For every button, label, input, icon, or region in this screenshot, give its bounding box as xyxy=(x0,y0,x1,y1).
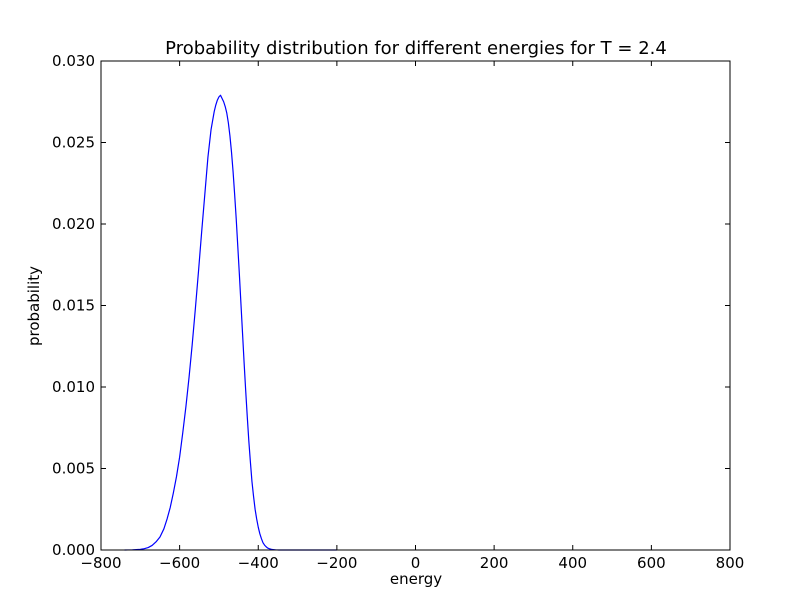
y-tick-label: 0.010 xyxy=(52,378,95,396)
x-tick-label: 0 xyxy=(411,554,421,572)
y-tick-label: 0.000 xyxy=(52,541,95,559)
y-tick-label: 0.030 xyxy=(52,52,95,70)
x-tick-label: 800 xyxy=(716,554,745,572)
y-tick-label: 0.015 xyxy=(52,297,95,315)
x-tick-label: −800 xyxy=(80,554,121,572)
y-tick-label: 0.020 xyxy=(52,215,95,233)
x-tick-label: −600 xyxy=(159,554,200,572)
plot-area xyxy=(124,94,337,551)
chart-title: Probability distribution for different e… xyxy=(165,38,667,59)
x-tick-label: −400 xyxy=(238,554,279,572)
x-axis: −800 −600 −400 −200 0 200 400 600 800 xyxy=(80,61,744,572)
y-tick-label: 0.025 xyxy=(52,134,95,152)
x-tick-label: 400 xyxy=(558,554,587,572)
y-tick-label: 0.005 xyxy=(52,460,95,478)
y-axis-label: probability xyxy=(25,266,43,346)
x-tick-label: 600 xyxy=(637,554,666,572)
y-axis: 0.000 0.005 0.010 0.015 0.020 0.025 0.030 xyxy=(52,52,730,559)
x-tick-label: 200 xyxy=(480,554,509,572)
x-tick-label: −200 xyxy=(316,554,357,572)
x-axis-label: energy xyxy=(390,570,442,588)
series-line xyxy=(124,94,337,551)
